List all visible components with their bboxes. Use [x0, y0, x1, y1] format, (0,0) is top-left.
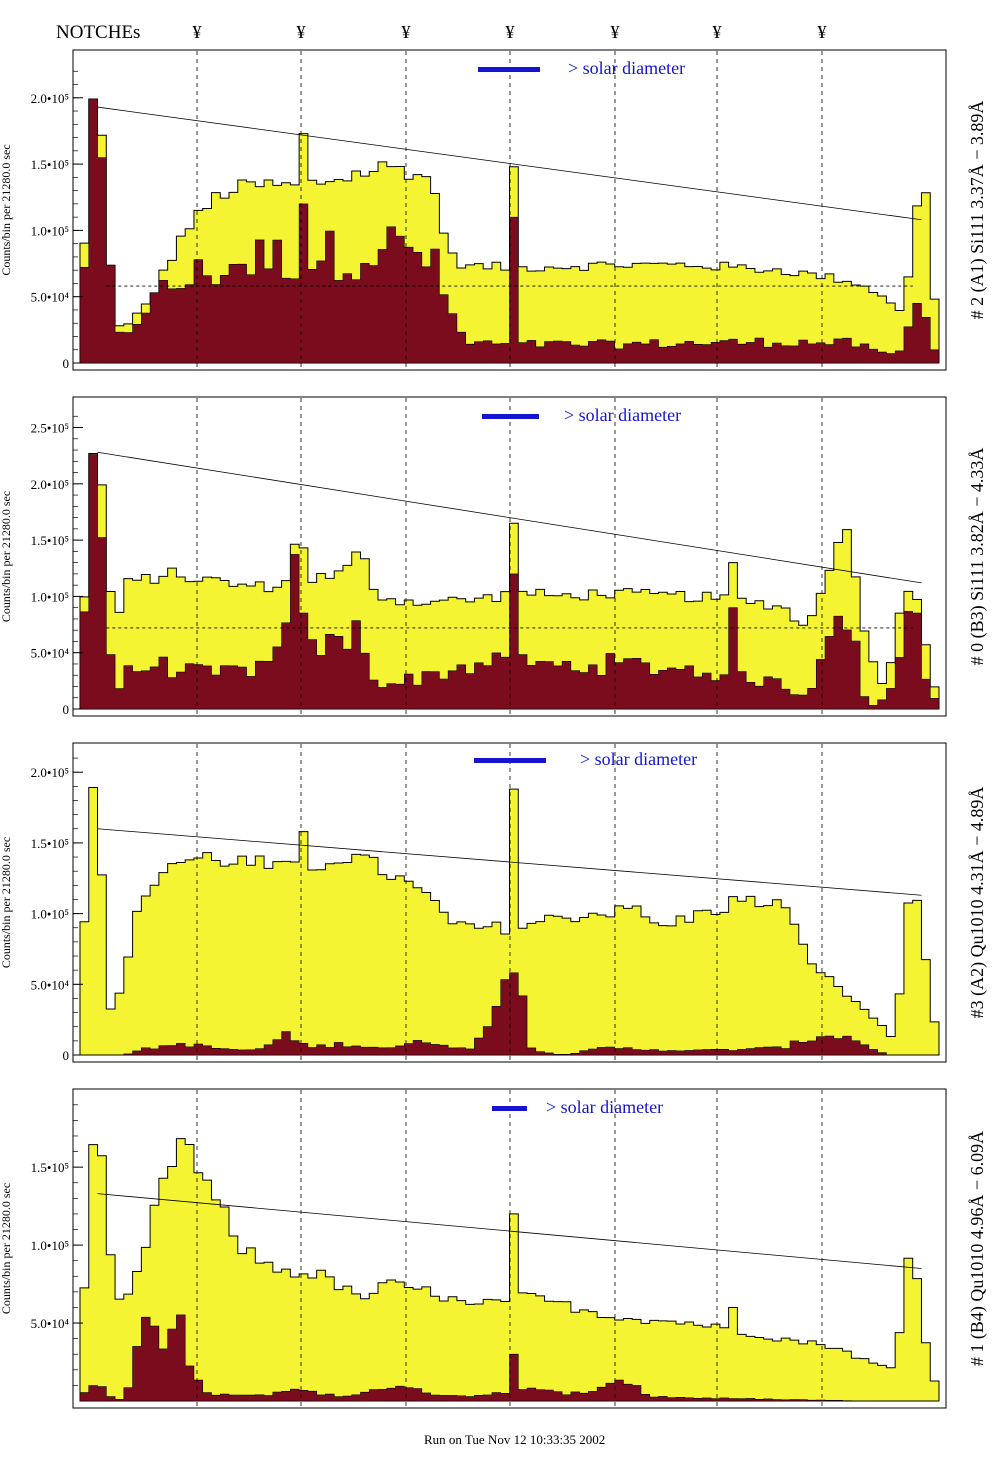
y-tick-label: 2.0•10⁵: [31, 91, 69, 106]
y-axis-label: Counts/bin per 21280.0 sec: [0, 144, 13, 275]
y-tick-label: 1.0•10⁵: [31, 223, 69, 238]
y-tick-label: 0: [63, 702, 70, 717]
y-tick-label: 1.0•10⁵: [31, 1238, 69, 1253]
notch-symbol: ¥: [193, 22, 202, 42]
y-tick-label: 5.0•10⁴: [31, 646, 70, 661]
notch-symbol: ¥: [297, 22, 306, 42]
notches-label: NOTCHEs: [56, 22, 140, 43]
run-timestamp: Run on Tue Nov 12 10:33:35 2002: [424, 1432, 605, 1447]
legend-label: > solar diameter: [564, 405, 681, 425]
legend-label: > solar diameter: [580, 749, 697, 769]
notch-symbol: ¥: [611, 22, 620, 42]
source-counts-histogram: [79, 454, 940, 710]
y-tick-label: 0: [63, 356, 70, 371]
source-counts-histogram: [80, 972, 939, 1056]
solar-diameter-marker: [474, 758, 546, 763]
notch-symbol: ¥: [713, 22, 722, 42]
y-axis-label: Counts/bin per 21280.0 sec: [0, 1183, 13, 1314]
trend-line: [97, 106, 922, 221]
y-axis-label: Counts/bin per 21280.0 sec: [0, 491, 13, 622]
legend-label: > solar diameter: [546, 1097, 663, 1117]
y-tick-label: 1.0•10⁵: [31, 907, 69, 922]
panel-title: # 1 (B4) Qu1010 4.96Å − 6.09Å: [967, 1131, 988, 1366]
panel-title: # 0 (B3) Si111 3.82Å − 4.33Å: [967, 448, 988, 666]
notch-symbol: ¥: [402, 22, 411, 42]
source-counts-histogram: [79, 1314, 939, 1402]
solar-diameter-marker: [478, 67, 540, 72]
panel-qu1010-a2: #3 (A2) Qu1010 4.31Å − 4.89Å Counts/bin …: [0, 742, 988, 1063]
source-counts-histogram: [79, 98, 940, 364]
solar-diameter-marker: [492, 1106, 527, 1111]
y-tick-label: 1.5•10⁵: [31, 533, 69, 548]
panel-title: # 2 (A1) Si111 3.37Å − 3.89Å: [967, 101, 988, 320]
y-tick-label: 1.5•10⁵: [31, 1160, 69, 1175]
y-tick-label: 1.0•10⁵: [31, 589, 69, 604]
y-axis-label: Counts/bin per 21280.0 sec: [0, 837, 13, 968]
notch-symbol: ¥: [818, 22, 827, 42]
trend-line: [97, 828, 922, 896]
y-tick-label: 2.0•10⁵: [31, 477, 69, 492]
y-tick-label: 5.0•10⁴: [31, 977, 70, 992]
y-tick-label: 1.5•10⁵: [31, 157, 69, 172]
panel-si111-b3: # 0 (B3) Si111 3.82Å − 4.33Å Counts/bin …: [0, 396, 988, 717]
total-counts-histogram: [79, 787, 940, 1056]
solar-diameter-marker: [482, 414, 539, 419]
y-tick-label: 2.5•10⁵: [31, 421, 69, 436]
panel-si111-a1: # 2 (A1) Si111 3.37Å − 3.89Å Counts/bin …: [0, 49, 988, 371]
trend-line: [97, 451, 922, 584]
y-tick-label: 1.5•10⁵: [31, 836, 69, 851]
y-tick-label: 5.0•10⁴: [31, 1316, 70, 1331]
y-tick-label: 2.0•10⁵: [31, 765, 69, 780]
trend-line: [97, 1193, 922, 1269]
y-tick-label: 0: [63, 1048, 70, 1063]
panel-title: #3 (A2) Qu1010 4.31Å − 4.89Å: [967, 787, 988, 1019]
y-tick-label: 5.0•10⁴: [31, 290, 70, 305]
total-counts-histogram: [79, 1138, 940, 1402]
legend-label: > solar diameter: [568, 58, 685, 78]
notch-symbol: ¥: [506, 22, 515, 42]
notch-markers: ¥ ¥ ¥ ¥ ¥ ¥ ¥: [193, 22, 827, 42]
panel-qu1010-b4: # 1 (B4) Qu1010 4.96Å − 6.09Å Counts/bin…: [0, 1088, 988, 1409]
